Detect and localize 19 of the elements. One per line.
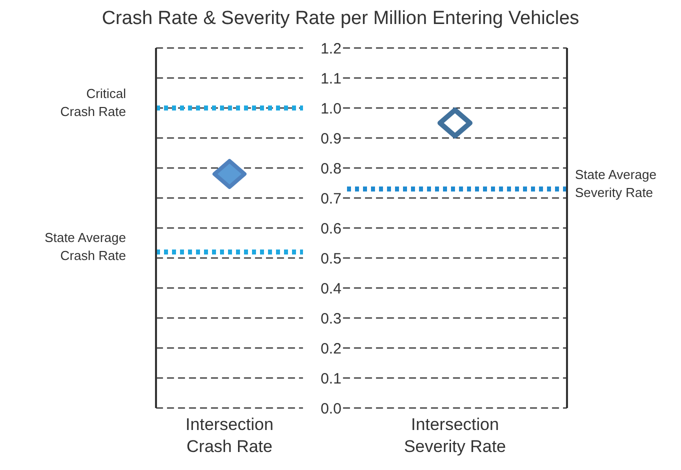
y-tick-label: 1.2 — [320, 40, 342, 58]
y-tick-label: 1.0 — [320, 100, 342, 118]
x-tick-label: Intersection Severity Rate — [404, 415, 506, 456]
y-tick-label: 0.5 — [320, 250, 342, 268]
x-tick-label: Intersection Crash Rate — [186, 415, 274, 456]
y-tick-label: 0.6 — [320, 220, 342, 238]
y-tick-label: 0.8 — [320, 160, 342, 178]
ref-line-label: State Average Crash Rate — [44, 230, 126, 263]
ref-line-label: State Average Severity Rate — [575, 167, 656, 200]
ref-line-label: Critical Crash Rate — [60, 86, 126, 119]
y-tick-label: 0.7 — [320, 190, 342, 208]
chart-title: Crash Rate & Severity Rate per Million Entering Vehicles — [100, 8, 580, 30]
y-tick-label: 0.4 — [320, 280, 342, 298]
y-tick-label: 1.1 — [320, 70, 342, 88]
y-tick-label: 0.2 — [320, 340, 342, 358]
y-tick-label: 0.1 — [320, 370, 342, 388]
y-tick-label: 0.9 — [320, 130, 342, 148]
y-tick-label: 0.0 — [320, 400, 342, 418]
y-tick-label: 0.3 — [320, 310, 342, 328]
